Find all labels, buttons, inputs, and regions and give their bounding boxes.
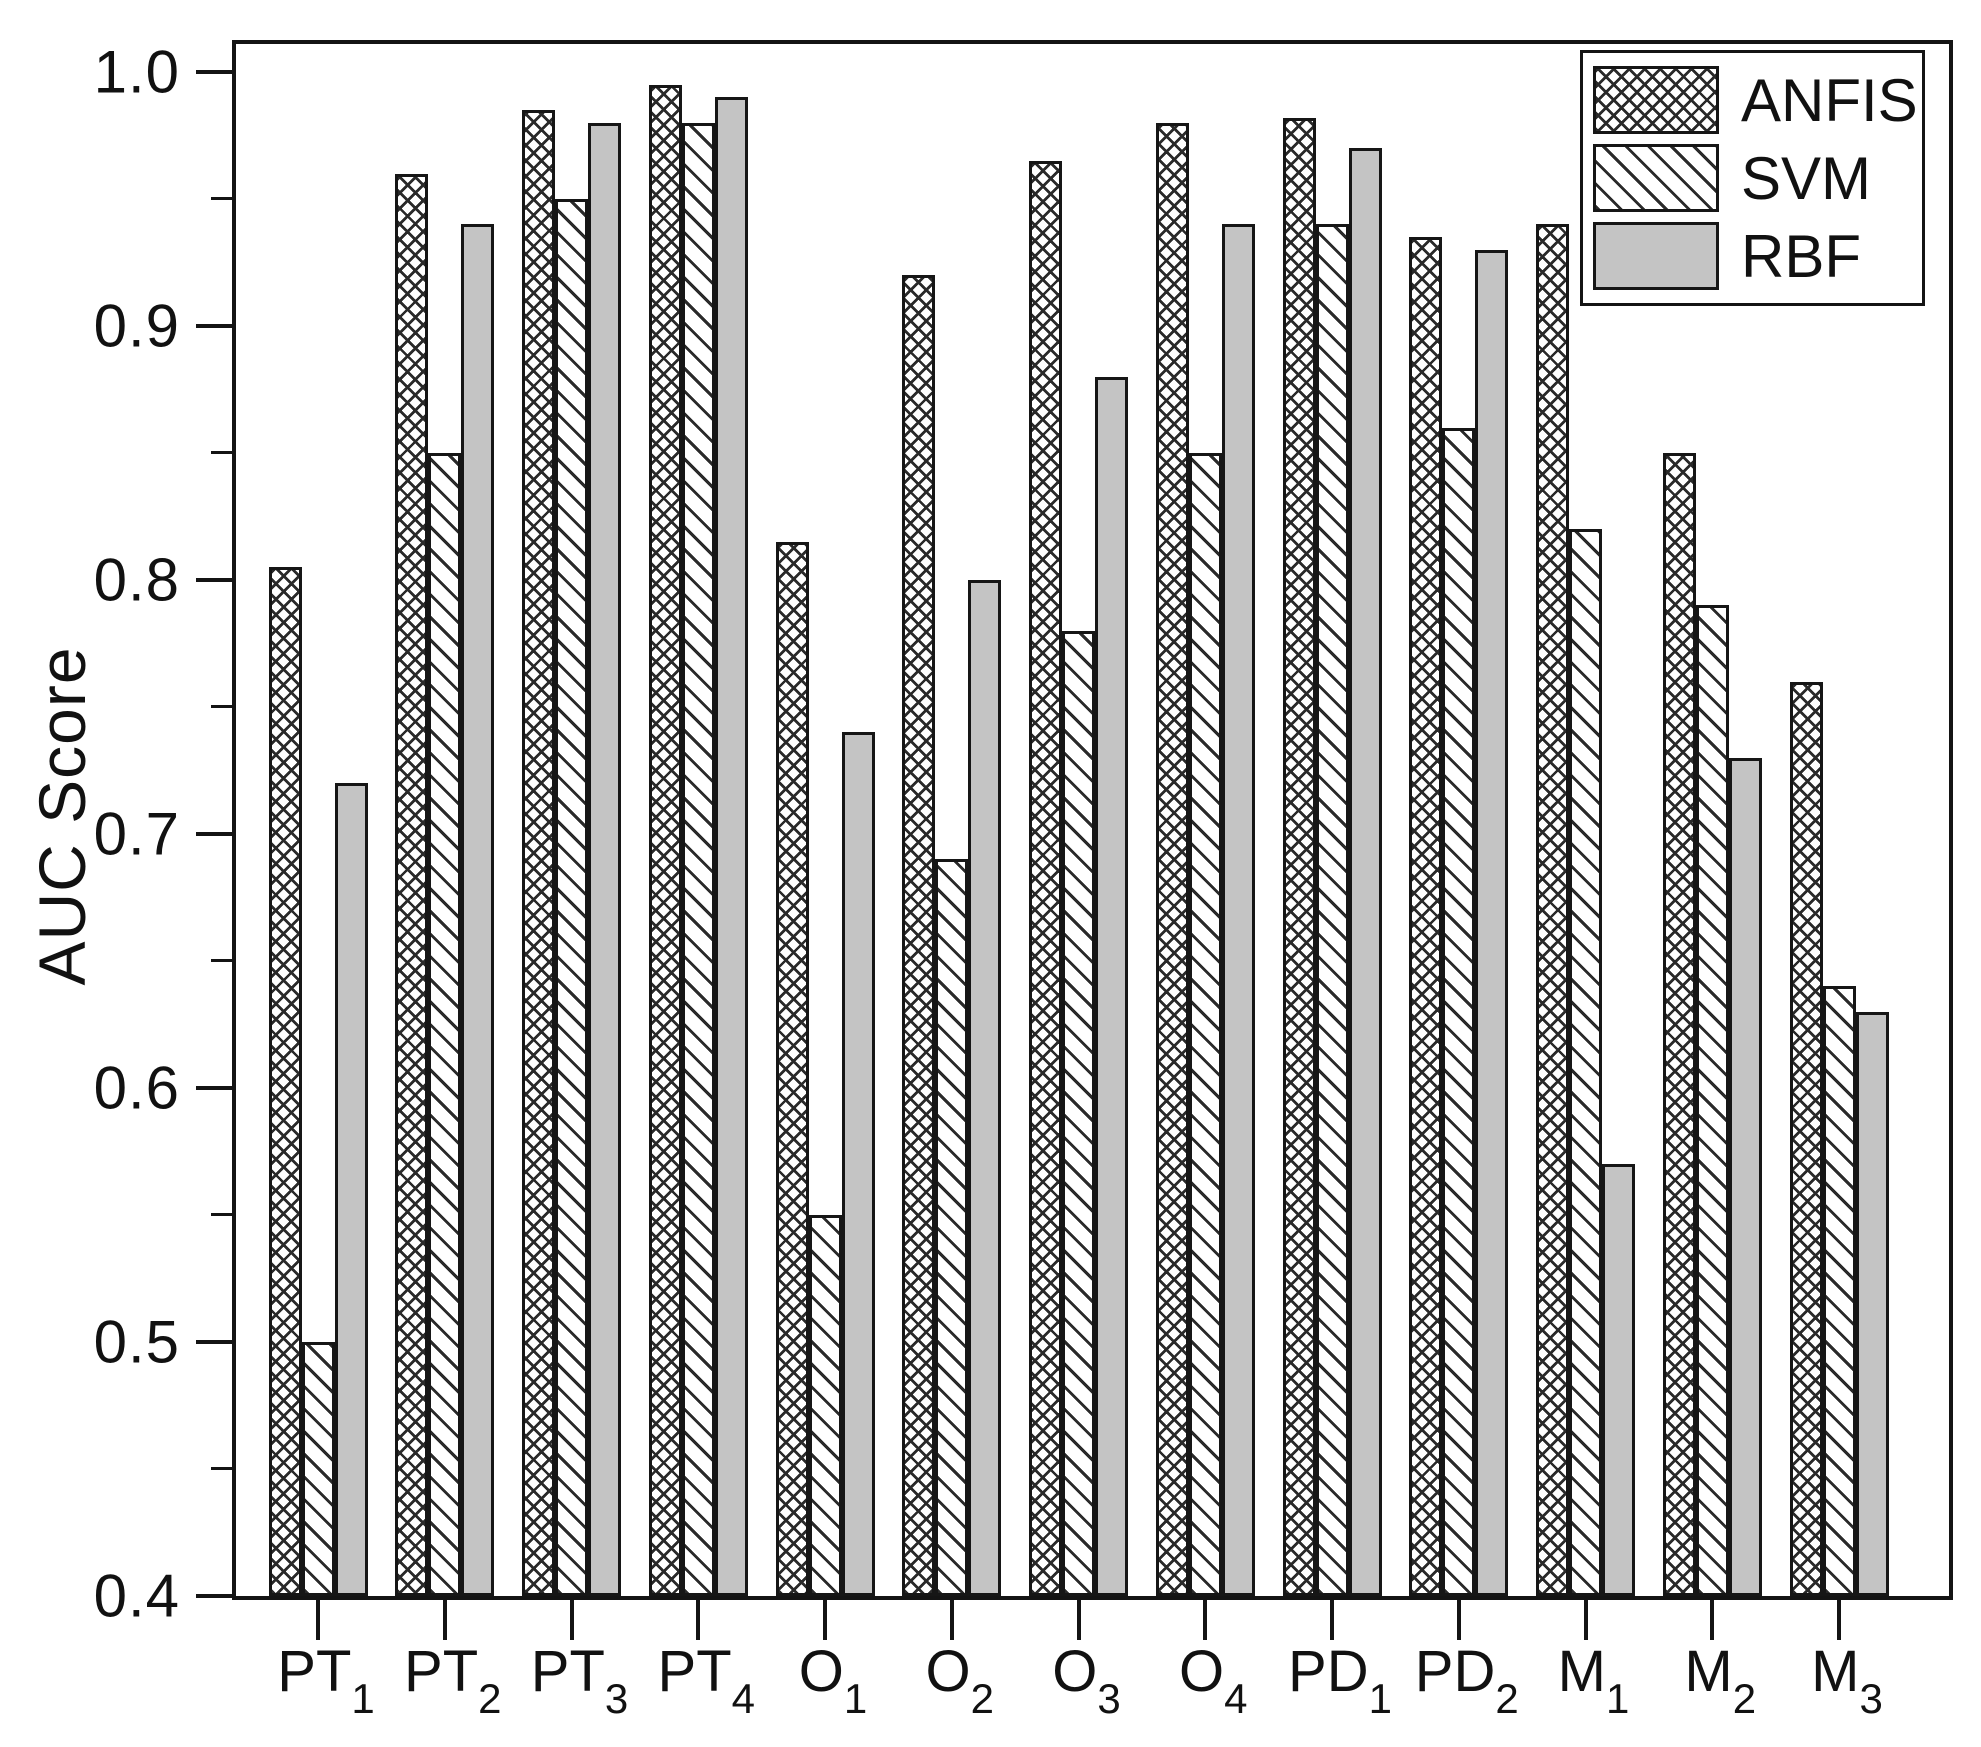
x-tick — [696, 1596, 701, 1640]
bar-PD1-SVM — [1315, 224, 1349, 1596]
bar-PT1-RBF — [334, 783, 368, 1596]
y-tick-major — [196, 1594, 232, 1598]
bar-PT4-RBF — [714, 97, 748, 1596]
x-category-label: PT2 — [404, 1639, 502, 1722]
bar-O1-RBF — [841, 732, 875, 1596]
bar-PT2-SVM — [428, 452, 462, 1596]
legend-item-svm: SVM — [1593, 141, 1922, 215]
bar-PT3-RBF — [588, 122, 621, 1596]
bar-PD2-ANFIS — [1409, 237, 1443, 1596]
bar-O4-SVM — [1188, 452, 1222, 1596]
x-category-label: O2 — [925, 1639, 994, 1722]
legend-label-svm: SVM — [1741, 144, 1872, 212]
y-tick-major — [196, 577, 232, 582]
bar-M3-SVM — [1822, 986, 1856, 1596]
bar-PD1-RBF — [1348, 148, 1382, 1596]
legend: ANFIS SVM RBF — [1580, 50, 1925, 306]
legend-label-anfis: ANFIS — [1741, 66, 1918, 134]
bar-O2-SVM — [935, 859, 969, 1596]
bar-M1-SVM — [1569, 529, 1602, 1596]
bar-PT2-RBF — [461, 224, 495, 1596]
bar-PD2-RBF — [1475, 249, 1509, 1596]
y-tick-minor — [211, 451, 232, 455]
y-tick-label: 0.6 — [93, 1054, 180, 1122]
x-category-label: PD1 — [1288, 1639, 1392, 1722]
bar-O4-ANFIS — [1155, 122, 1189, 1596]
bar-PD1-ANFIS — [1282, 117, 1316, 1596]
x-tick — [316, 1596, 320, 1640]
x-category-label: O1 — [798, 1639, 868, 1722]
bar-PT3-ANFIS — [522, 110, 555, 1596]
bar-M3-ANFIS — [1789, 681, 1823, 1596]
bar-O1-SVM — [808, 1215, 842, 1596]
x-tick — [1710, 1596, 1715, 1640]
y-tick-major — [196, 831, 232, 836]
x-tick — [569, 1596, 574, 1640]
x-category-label: M3 — [1811, 1639, 1883, 1722]
bar-O4-RBF — [1221, 224, 1255, 1596]
x-tick — [442, 1596, 447, 1640]
bar-O1-ANFIS — [775, 541, 809, 1596]
bar-PT4-ANFIS — [648, 84, 682, 1596]
x-tick — [1583, 1596, 1588, 1640]
x-category-label: PT3 — [530, 1639, 629, 1722]
x-tick — [1076, 1596, 1081, 1640]
y-tick-label: 0.9 — [93, 292, 180, 360]
x-tick — [1837, 1596, 1841, 1640]
legend-label-rbf: RBF — [1741, 222, 1861, 290]
bar-O3-ANFIS — [1029, 160, 1062, 1596]
bar-M2-ANFIS — [1662, 452, 1696, 1596]
x-category-label: PD2 — [1414, 1639, 1519, 1722]
x-category-label: PT1 — [277, 1639, 375, 1722]
y-tick-major — [196, 1085, 232, 1090]
bar-M1-RBF — [1602, 1164, 1635, 1596]
bar-M3-RBF — [1855, 1011, 1889, 1596]
x-tick — [1330, 1596, 1334, 1640]
x-category-label: O3 — [1052, 1639, 1121, 1722]
bar-PT3-SVM — [555, 198, 588, 1596]
bar-O2-RBF — [968, 579, 1002, 1596]
legend-swatch-svm-icon — [1593, 144, 1719, 212]
y-tick-label: 1.0 — [93, 38, 180, 106]
y-tick-major — [196, 323, 232, 328]
bar-M2-RBF — [1728, 757, 1762, 1596]
y-tick-label: 0.5 — [93, 1308, 180, 1376]
y-tick-minor — [211, 1467, 232, 1471]
y-tick-minor — [211, 959, 232, 963]
bar-PT1-ANFIS — [268, 567, 302, 1596]
y-tick-major — [196, 1339, 232, 1344]
y-tick-minor — [211, 1213, 232, 1217]
x-tick — [823, 1596, 827, 1640]
bar-O3-SVM — [1062, 630, 1095, 1596]
x-category-label: PT4 — [657, 1639, 755, 1722]
y-tick-label: 0.4 — [93, 1562, 180, 1630]
bar-PT4-SVM — [681, 122, 715, 1596]
legend-item-rbf: RBF — [1593, 219, 1922, 293]
bar-M2-SVM — [1695, 605, 1729, 1596]
x-tick — [1456, 1596, 1461, 1640]
y-tick-minor — [211, 705, 232, 709]
x-category-label: M1 — [1557, 1639, 1630, 1722]
bar-PT1-SVM — [301, 1342, 335, 1596]
legend-swatch-anfis-icon — [1593, 66, 1719, 134]
legend-swatch-rbf-icon — [1593, 222, 1719, 290]
bar-M1-ANFIS — [1536, 224, 1569, 1596]
x-tick — [1203, 1596, 1208, 1640]
x-category-label: O4 — [1179, 1639, 1248, 1722]
bar-O3-RBF — [1095, 376, 1128, 1596]
y-tick-major — [196, 69, 232, 74]
x-category-label: M2 — [1684, 1639, 1757, 1722]
y-tick-label: 0.7 — [93, 800, 180, 868]
x-tick — [949, 1596, 954, 1640]
y-tick-label: 0.8 — [93, 546, 180, 614]
bar-O2-ANFIS — [902, 275, 936, 1596]
bar-PT2-ANFIS — [395, 173, 429, 1596]
y-tick-minor — [211, 197, 232, 201]
legend-item-anfis: ANFIS — [1593, 63, 1922, 137]
bar-PD2-SVM — [1442, 427, 1476, 1596]
